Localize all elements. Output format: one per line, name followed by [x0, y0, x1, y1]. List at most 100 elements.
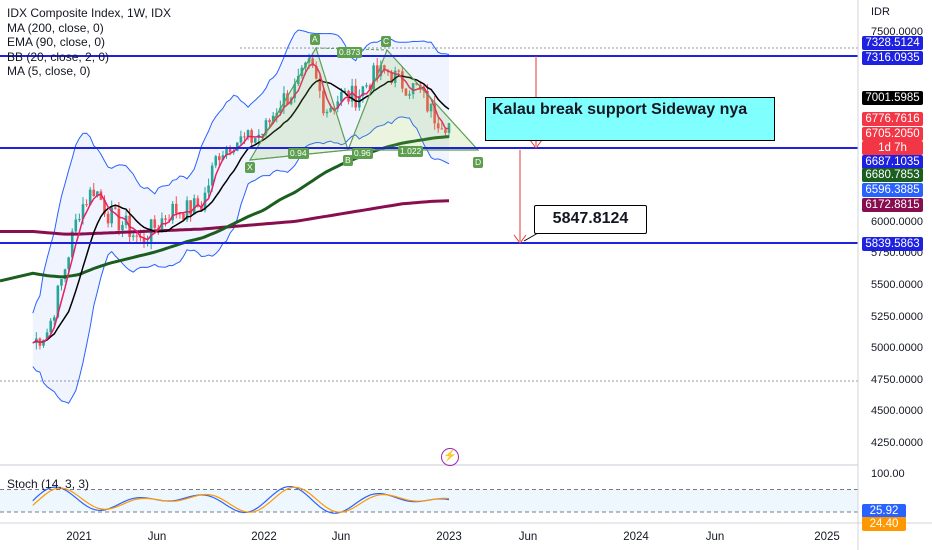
candle-body	[207, 185, 210, 193]
candle-body	[433, 103, 436, 124]
candle-body	[390, 72, 393, 83]
candle-body	[325, 111, 329, 114]
candle-body	[279, 107, 282, 113]
price-tag: 6596.3885	[862, 183, 923, 197]
price-tag: 6776.7616	[862, 112, 923, 126]
price-tag: 7001.5985	[862, 91, 923, 105]
candle-body	[343, 90, 347, 92]
candle-body	[286, 93, 289, 105]
bb-fill	[32, 30, 450, 404]
arrow-head-1	[529, 139, 543, 149]
price-scale-label: 6000.0000	[871, 215, 923, 228]
candle-body	[397, 70, 401, 72]
legend-ma200: MA (200, close, 0)	[7, 20, 104, 35]
pattern-ratio-label: 1.022	[398, 146, 424, 157]
candle-body	[88, 189, 92, 205]
candle-body	[171, 203, 174, 221]
replay-icon[interactable]: ⚡	[441, 448, 459, 466]
price-tag: 6705.2050	[862, 127, 923, 141]
pattern-ratio-label: 0.96	[352, 148, 373, 159]
candle-body	[318, 78, 322, 91]
candle-body	[214, 156, 218, 166]
support-resistance-lines	[0, 55, 858, 244]
stoch-value-tag: 25.92	[862, 504, 906, 518]
time-axis-label: 2022	[251, 531, 277, 543]
price-tag: 6680.7853	[862, 168, 923, 182]
target-value: 5847.8124	[552, 210, 629, 227]
candle-body	[239, 136, 243, 143]
stoch-label: Stoch (14, 3, 3)	[7, 477, 90, 491]
price-scale-label: 7500.0000	[871, 26, 923, 38]
candle-body	[225, 147, 228, 156]
candle-body	[444, 129, 447, 133]
time-axis-label: Jun	[518, 531, 538, 543]
candle-body	[67, 257, 70, 270]
candle-body	[253, 138, 257, 143]
time-axis-label: 2024	[623, 531, 649, 543]
legend-ema90: EMA (90, close, 0)	[7, 35, 106, 50]
candle-body	[178, 213, 182, 215]
pattern-point-label: D	[473, 157, 484, 168]
candle-body	[361, 86, 365, 96]
price-scale-label: 5500.0000	[871, 278, 923, 291]
legend-bb: BB (20, close, 2, 0)	[7, 49, 110, 64]
candle-body	[218, 156, 221, 161]
candle-body	[332, 108, 336, 110]
candle-body	[393, 70, 397, 83]
candle-body	[182, 213, 185, 220]
candle-body	[96, 191, 99, 197]
candle-body	[81, 204, 85, 220]
time-axis-label: 2025	[814, 531, 840, 543]
candle-body	[379, 65, 383, 77]
candle-body	[60, 279, 63, 286]
candle-body	[185, 200, 189, 220]
stoch-scale-label: 100.00	[871, 468, 905, 480]
candle-body	[70, 231, 74, 258]
pattern-point-label: X	[245, 162, 255, 173]
candle-body	[210, 165, 214, 186]
price-scale-label: 4750.0000	[871, 373, 923, 386]
stoch-k-line	[32, 485, 450, 514]
candle-body	[85, 204, 88, 206]
candle-body	[411, 83, 415, 95]
pattern-ratio-label: 0.94	[288, 148, 309, 159]
candle-body	[268, 120, 271, 123]
price-scale-label: 4500.0000	[871, 405, 923, 418]
candle-body	[235, 142, 239, 151]
candle-body	[408, 94, 411, 96]
support-note-callout: Kalau break support Sideway nya	[485, 97, 775, 141]
candle-body	[142, 237, 146, 244]
candle-body	[296, 76, 300, 84]
candle-body	[246, 130, 250, 138]
candle-body	[271, 115, 275, 123]
bb-lower	[32, 116, 450, 404]
chart-legend: IDX Composite Index, 1W, IDX MA (200, cl…	[7, 6, 171, 79]
time-axis-label: Jun	[147, 531, 167, 543]
candle-body	[45, 332, 49, 340]
price-scale-label: 5250.0000	[871, 310, 923, 323]
candle-body	[340, 91, 343, 102]
candle-body	[113, 207, 117, 209]
candle-body	[365, 85, 368, 87]
bb-basis-line	[32, 75, 450, 344]
candle-body	[261, 133, 264, 135]
candle-body	[117, 208, 121, 231]
price-tag: 7316.0935	[862, 51, 923, 65]
candle-body	[264, 120, 268, 134]
candle-body	[404, 88, 408, 96]
candle-body	[196, 198, 200, 207]
candle-body	[372, 65, 375, 89]
arrow-head-2	[513, 234, 527, 244]
candle-body	[49, 320, 52, 333]
candle-body	[415, 83, 419, 85]
support-note-text: Kalau break support Sideway nya	[492, 101, 748, 118]
pattern-point-label: C	[381, 36, 392, 47]
stoch-value-tag: 24.40	[862, 517, 906, 531]
stoch-d-line	[32, 486, 450, 513]
candle-body	[311, 58, 314, 66]
candle-body	[135, 235, 139, 237]
candle-body	[153, 219, 157, 228]
candle-body	[103, 199, 106, 214]
